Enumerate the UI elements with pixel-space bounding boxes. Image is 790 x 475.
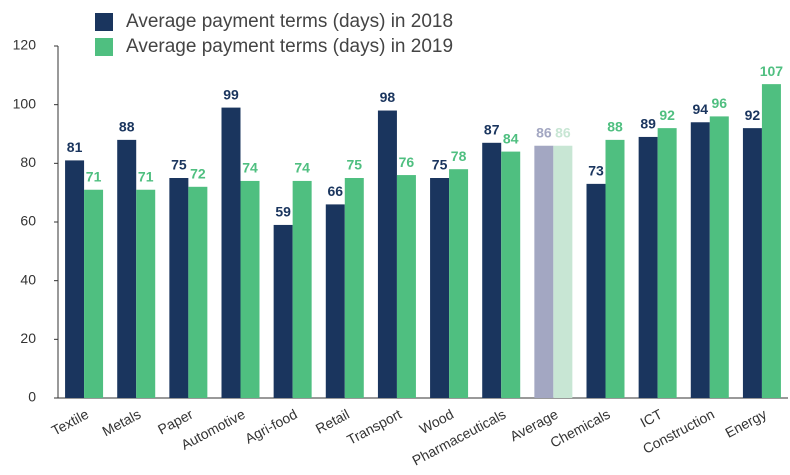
data-label: 86 [555, 124, 571, 140]
y-tick-label: 20 [20, 330, 36, 346]
data-label: 71 [138, 168, 154, 184]
bar [344, 178, 364, 398]
x-tick-label: Transport [344, 406, 404, 448]
y-tick-label: 40 [20, 271, 36, 287]
y-tick-label: 100 [13, 95, 37, 111]
x-tick-label: ICT [637, 406, 665, 431]
x-tick-label: Chemicals [547, 406, 612, 451]
bar [188, 186, 208, 398]
bar [117, 139, 137, 398]
bar [84, 189, 104, 398]
data-label: 75 [432, 157, 448, 173]
data-label: 59 [275, 204, 291, 220]
bar [534, 145, 554, 398]
y-tick-label: 0 [28, 389, 36, 405]
bar [553, 145, 573, 398]
bar [709, 116, 729, 399]
x-tick-label: Agri-food [242, 406, 300, 447]
bar [221, 107, 241, 398]
data-label: 75 [346, 157, 362, 173]
bar [638, 136, 658, 398]
bar [449, 169, 469, 398]
bar [761, 84, 781, 398]
data-label: 96 [711, 95, 727, 111]
data-label: 99 [223, 86, 239, 102]
x-tick-label: Pharmaceuticals [409, 406, 508, 469]
data-label: 92 [745, 107, 761, 123]
legend-label: Average payment terms (days) in 2018 [126, 11, 453, 32]
data-label: 66 [327, 183, 343, 199]
bar [430, 178, 450, 398]
bar [136, 189, 156, 398]
legend-swatch [95, 13, 113, 31]
bar [169, 178, 189, 398]
data-label: 75 [171, 157, 187, 173]
bar [482, 142, 502, 398]
bar [396, 175, 416, 398]
data-label: 72 [190, 166, 206, 182]
data-label: 94 [692, 101, 708, 117]
y-tick-label: 120 [13, 37, 37, 53]
data-label: 89 [640, 116, 656, 132]
bar [65, 160, 85, 398]
bar [657, 128, 677, 398]
data-label: 88 [119, 119, 135, 135]
data-label: 92 [659, 107, 675, 123]
data-label: 86 [536, 124, 552, 140]
data-label: 84 [503, 130, 519, 146]
x-tick-label: Metals [99, 406, 143, 439]
data-label: 76 [399, 154, 415, 170]
x-tick-label: Energy [722, 406, 769, 441]
y-tick-label: 60 [20, 213, 36, 229]
data-label: 81 [67, 139, 83, 155]
legend-swatch [95, 38, 113, 56]
bar [690, 122, 710, 399]
x-tick-label: Textile [49, 406, 92, 439]
bar [586, 183, 606, 398]
bar [292, 180, 312, 398]
data-label: 87 [484, 122, 500, 138]
bar [605, 139, 625, 398]
bar [742, 128, 762, 398]
bar [240, 180, 260, 398]
bar [377, 110, 397, 399]
data-label: 78 [451, 148, 467, 164]
data-label: 98 [380, 89, 396, 105]
data-label: 73 [588, 163, 604, 179]
bar [501, 151, 521, 398]
y-tick-label: 80 [20, 154, 36, 170]
data-label: 74 [294, 160, 310, 176]
data-label: 74 [242, 160, 258, 176]
data-label: 88 [607, 119, 623, 135]
data-label: 107 [760, 63, 784, 79]
bar [273, 224, 293, 398]
legend-label: Average payment terms (days) in 2019 [126, 36, 453, 57]
bar [325, 204, 345, 398]
data-label: 71 [86, 168, 102, 184]
